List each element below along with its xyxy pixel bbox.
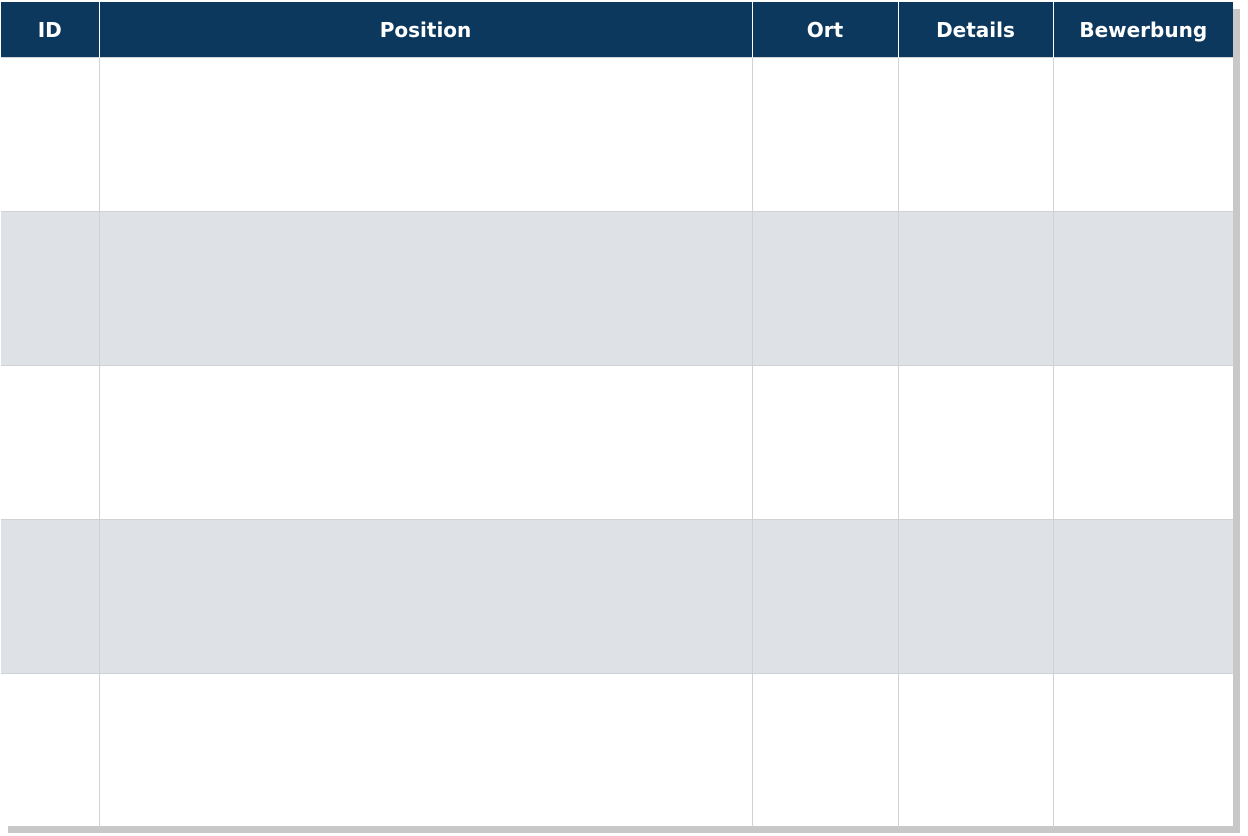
cell-bewerbung: [1052, 519, 1233, 674]
table-row: [1, 519, 1233, 674]
cell-position: [98, 519, 752, 674]
cell-ort: [751, 673, 898, 827]
cell-id: [1, 57, 99, 212]
cell-details: [897, 519, 1053, 674]
cell-bewerbung: [1052, 211, 1233, 366]
cell-ort: [751, 211, 898, 366]
cell-position: [98, 211, 752, 366]
cell-ort: [751, 57, 898, 212]
cell-bewerbung: [1052, 57, 1233, 212]
column-header-bewerbung[interactable]: Bewerbung: [1052, 2, 1233, 58]
table-row: [1, 211, 1233, 366]
cell-details: [897, 57, 1053, 212]
cell-details: [897, 211, 1053, 366]
table-header-row: ID Position Ort Details Bewerbung: [1, 2, 1233, 58]
cell-id: [1, 365, 99, 520]
table-row: [1, 365, 1233, 520]
cell-position: [98, 365, 752, 520]
cell-bewerbung: [1052, 365, 1233, 520]
column-header-ort[interactable]: Ort: [751, 2, 898, 58]
column-header-id[interactable]: ID: [1, 2, 99, 58]
cell-ort: [751, 365, 898, 520]
column-header-position[interactable]: Position: [98, 2, 752, 58]
cell-position: [98, 57, 752, 212]
column-header-details[interactable]: Details: [897, 2, 1053, 58]
cell-bewerbung: [1052, 673, 1233, 827]
cell-id: [1, 519, 99, 674]
cell-position: [98, 673, 752, 827]
table-row: [1, 673, 1233, 827]
cell-ort: [751, 519, 898, 674]
cell-details: [897, 673, 1053, 827]
cell-id: [1, 211, 99, 366]
jobs-table-container: ID Position Ort Details Bewerbung: [1, 2, 1233, 827]
table-row: [1, 57, 1233, 212]
cell-details: [897, 365, 1053, 520]
cell-id: [1, 673, 99, 827]
jobs-table: ID Position Ort Details Bewerbung: [1, 2, 1233, 827]
